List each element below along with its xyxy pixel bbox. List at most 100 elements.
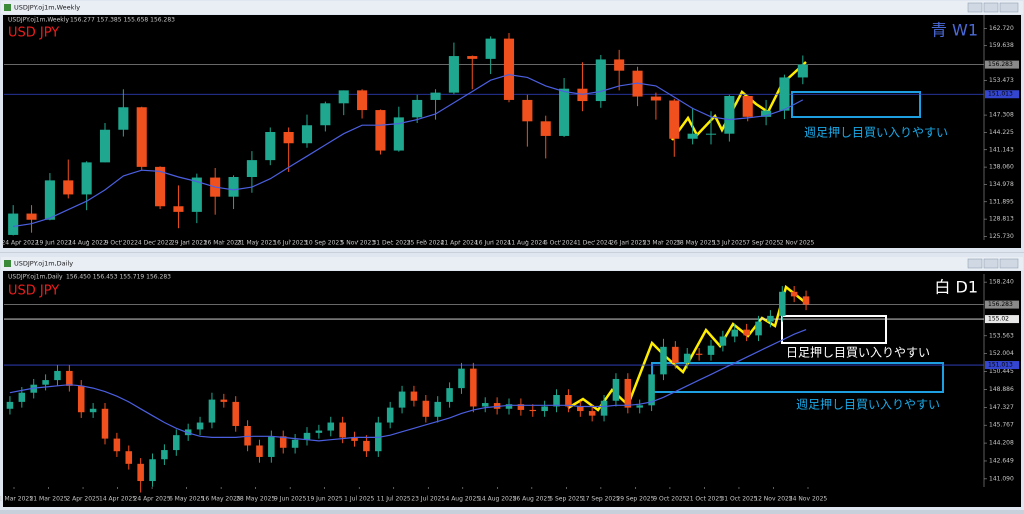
chart-info-symbol: USDJPY.oj1m,Daily: [8, 274, 63, 281]
x-tick-label: 25 Feb 2024: [407, 240, 445, 247]
candle-body: [430, 92, 441, 100]
maximize-button[interactable]: [983, 2, 999, 13]
x-tick-label: 9 Oct 2022: [105, 240, 138, 247]
close-button[interactable]: [999, 258, 1019, 269]
candle-body: [614, 59, 625, 71]
title-bar[interactable]: [1, 257, 1023, 270]
candle-body: [446, 388, 453, 402]
candle-body: [743, 329, 750, 336]
candle-body: [755, 321, 762, 336]
y-tick-label: 153.563: [989, 332, 1014, 339]
candle-body: [577, 406, 584, 412]
y-tick-label: 152.004: [989, 350, 1014, 357]
price-label-box: [985, 60, 1019, 69]
minimize-button[interactable]: [967, 258, 983, 269]
candle-body: [522, 99, 533, 122]
candle-body: [481, 403, 489, 407]
candle-body: [742, 96, 753, 117]
x-tick-label: 24 Apr 2022: [1, 240, 38, 247]
chart-info-ohlc: 156.450 156.453 155.719 156.283: [66, 274, 171, 281]
candle-body: [196, 422, 204, 430]
timeframe-label: 白 D1: [934, 278, 978, 297]
candle-body: [683, 353, 691, 363]
title-bar[interactable]: [1, 1, 1023, 14]
x-tick-label: 4 Aug 2025: [445, 496, 480, 503]
candle-body: [161, 450, 168, 460]
candle-body: [191, 177, 202, 212]
x-tick-label: 16 Jul 2023: [273, 240, 307, 247]
candle-body: [351, 437, 358, 441]
candle-body: [707, 345, 715, 355]
candle-body: [283, 132, 294, 144]
candle-body: [136, 107, 147, 167]
x-tick-label: 16 May 2025: [202, 496, 241, 503]
y-tick-label: 147.327: [989, 404, 1014, 411]
candle-body: [77, 385, 85, 413]
x-tick-label: 23 Mar 2025: [643, 240, 681, 247]
chart-area: [3, 271, 1021, 507]
candle-body: [363, 440, 370, 452]
x-tick-label: 29 Sep 2025: [616, 496, 654, 503]
x-tick-label: 12 Nov 2025: [754, 496, 793, 503]
candle-body: [393, 117, 404, 151]
price-label: 151.013: [988, 91, 1013, 98]
y-tick-label: 147.308: [989, 112, 1014, 119]
window-icon: [4, 4, 11, 11]
candle-body: [149, 459, 156, 482]
x-tick-label: 26 Aug 2025: [513, 496, 552, 503]
candle-body: [485, 38, 496, 59]
candle-body: [155, 166, 166, 207]
price-label: 156.283: [988, 301, 1013, 308]
x-tick-label: 9 Jun 2025: [274, 496, 306, 503]
x-tick-label: 1 Jul 2025: [344, 496, 374, 503]
candle-body: [559, 88, 570, 136]
zone-box: [791, 91, 921, 118]
x-tick-label: 28 May 2025: [236, 496, 275, 503]
x-tick-label: 7 Sep 2025: [746, 240, 780, 247]
y-tick-label: 125.730: [989, 233, 1014, 240]
candle-body: [173, 206, 184, 212]
window-icon: [4, 260, 11, 267]
price-label-box: [985, 90, 1019, 99]
candle-body: [265, 132, 276, 161]
candle-body: [761, 110, 772, 117]
candle-body: [660, 346, 667, 375]
chart-info-symbol: USDJPY.oj1m,Weekly: [8, 17, 69, 24]
maximize-button[interactable]: [983, 258, 999, 269]
x-tick-label: 6 May 2025: [169, 496, 204, 503]
candle-body: [565, 395, 572, 407]
x-tick-label: 6 Oct 2024: [544, 240, 577, 247]
y-tick-label: 153.473: [989, 77, 1014, 84]
candle-body: [81, 162, 92, 195]
candle-body: [434, 401, 441, 417]
candle-body: [422, 400, 430, 417]
y-tick-label: 159.638: [989, 42, 1014, 49]
candle-body: [279, 436, 287, 448]
x-tick-label: 21 Mar 2025: [29, 496, 67, 503]
candle-body: [648, 374, 655, 406]
x-tick-label: 2 Apr 2025: [66, 496, 99, 503]
candle-body: [8, 213, 19, 235]
daily-chart: 141.090 142.649 144.208 145.767 147.327 148.8…: [0, 274, 1019, 503]
y-tick-label: 144.225: [989, 129, 1014, 136]
timeframe-label: 青 W1: [931, 21, 978, 40]
x-tick-label: 11 Mar 2025: [0, 496, 33, 503]
candle-body: [398, 391, 406, 408]
candle-body: [624, 378, 632, 408]
candle-body: [99, 129, 111, 163]
candle-body: [669, 100, 680, 139]
candle-body: [89, 408, 97, 413]
candle-body: [779, 291, 786, 316]
candle-body: [505, 404, 513, 409]
candle-body: [719, 336, 727, 346]
x-tick-label: 31 Oct 2025: [720, 496, 757, 503]
y-tick-label: 138.060: [989, 164, 1014, 171]
minimize-button[interactable]: [967, 2, 983, 13]
close-button[interactable]: [999, 2, 1019, 13]
weekly-chart: 125.730 128.813 131.895 134.978 138.060 141.1…: [1, 15, 1019, 247]
candle-body: [228, 177, 239, 197]
candle-body: [458, 368, 465, 389]
x-tick-label: 24 Nov 2025: [789, 496, 828, 503]
